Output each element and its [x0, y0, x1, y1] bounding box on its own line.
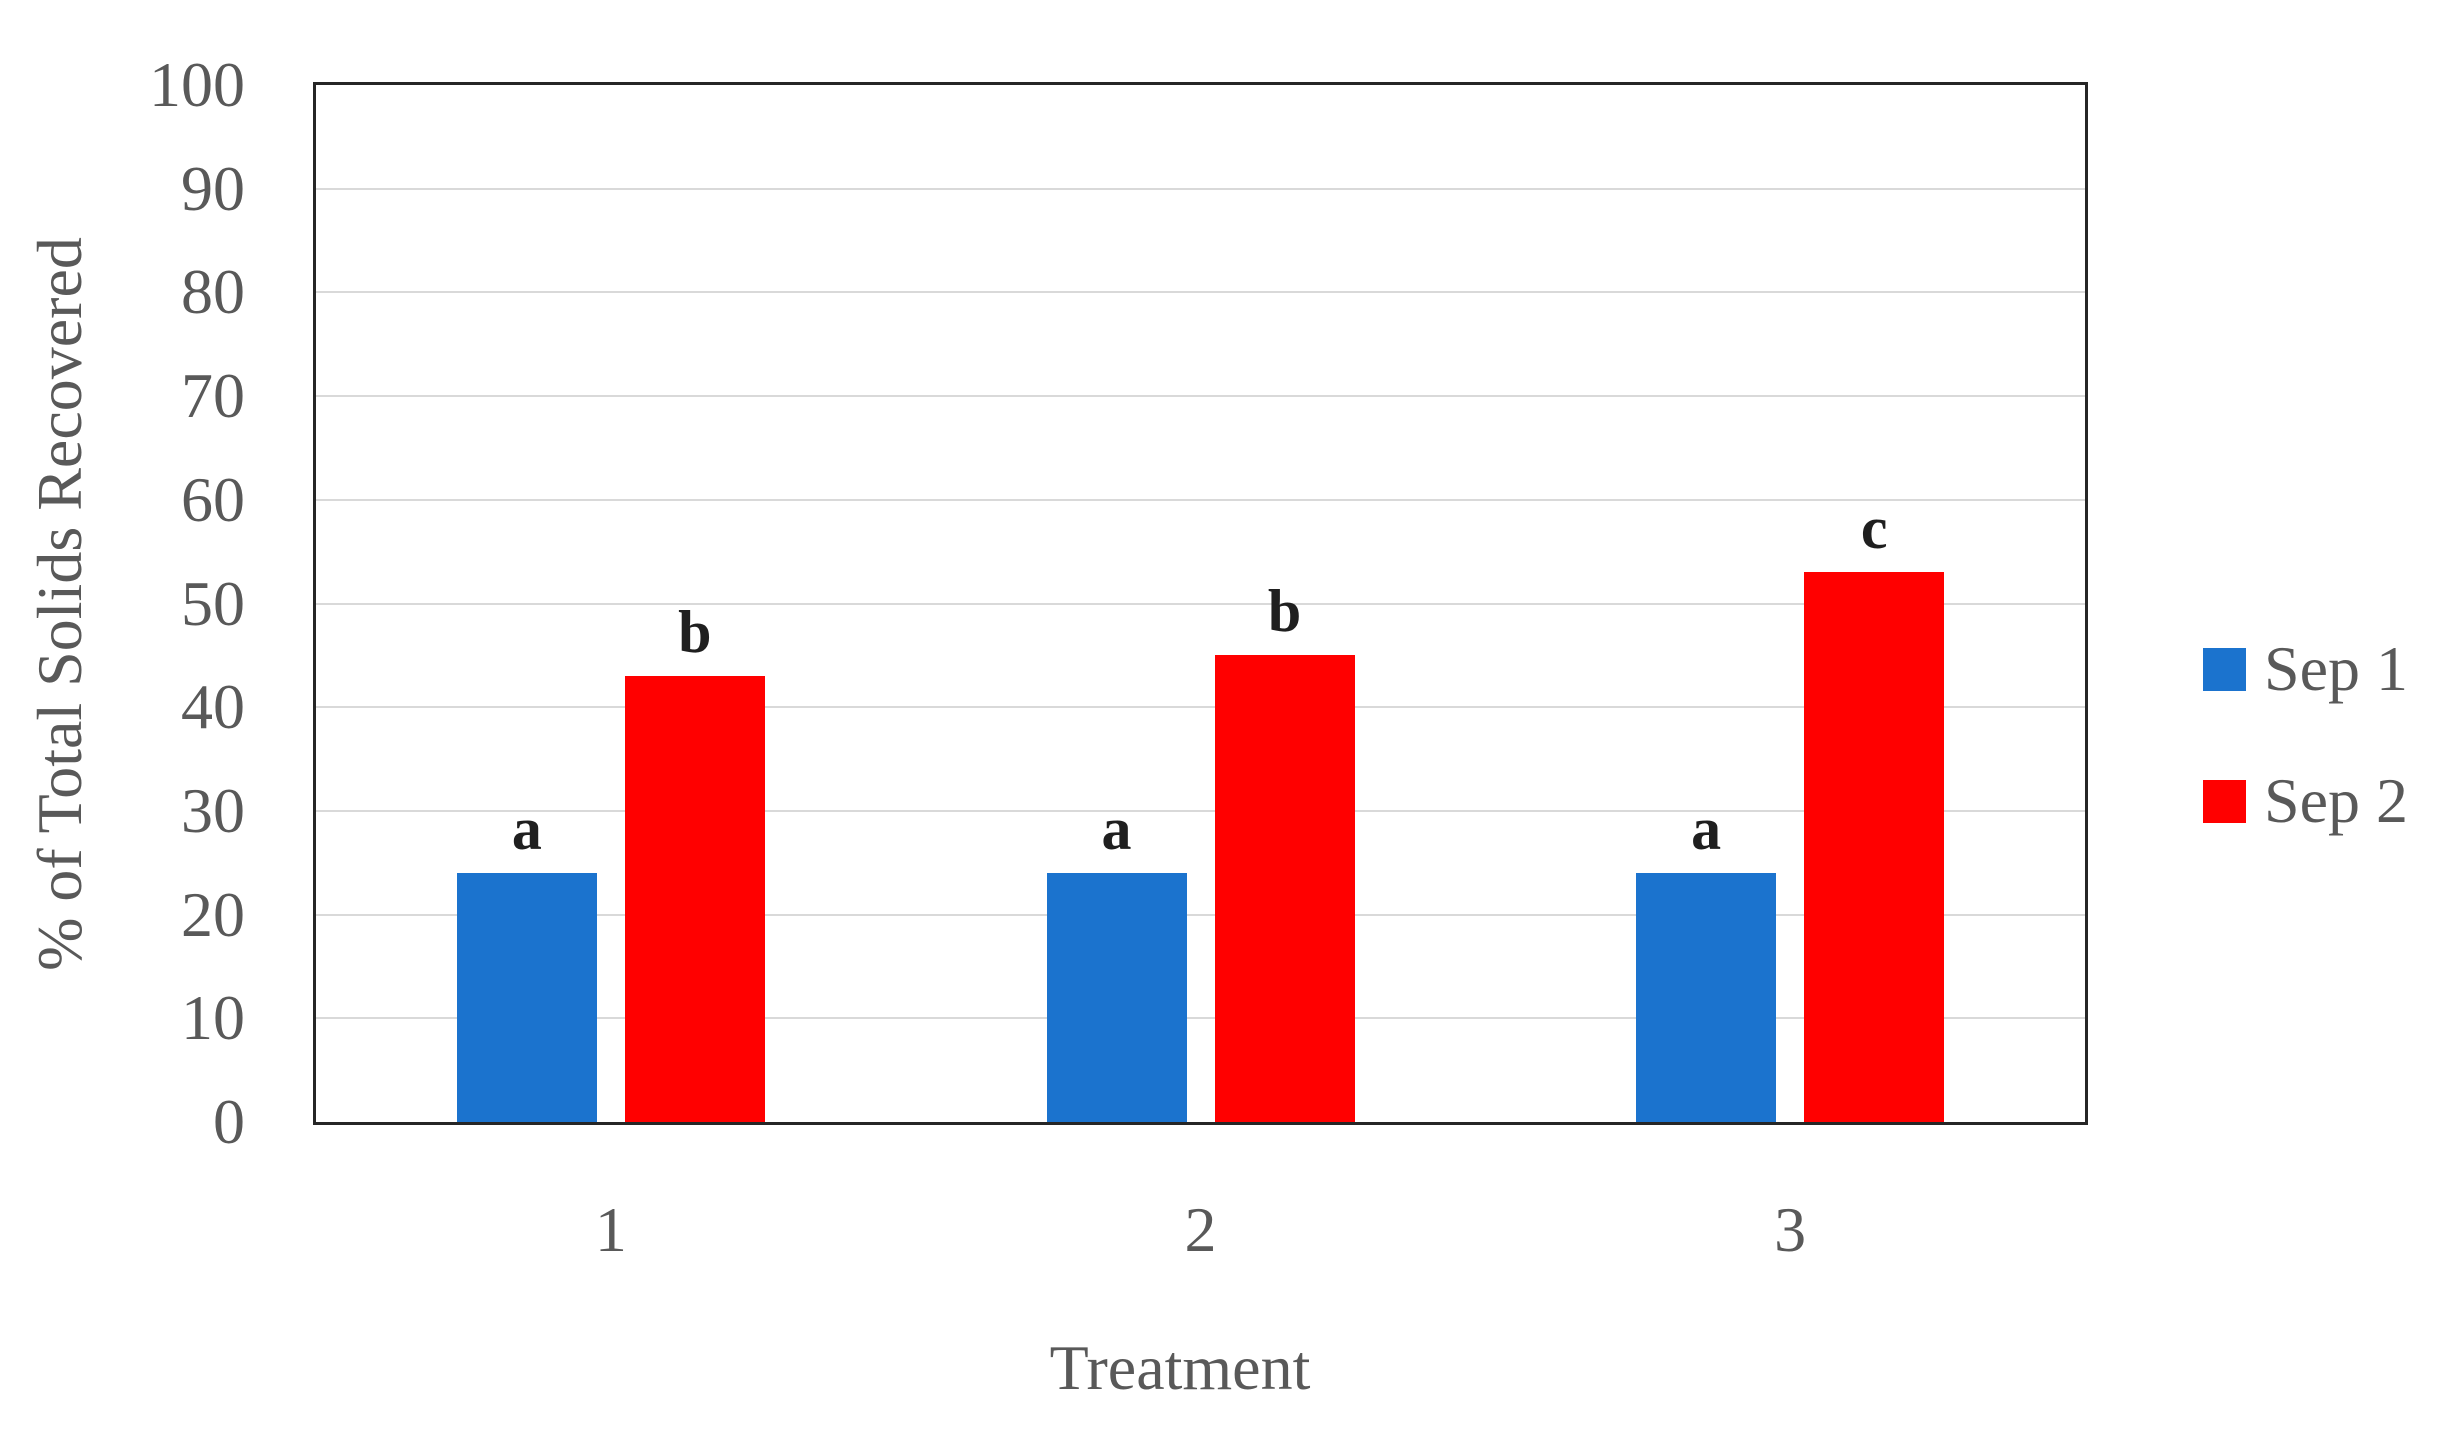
x-tick-label-3: 3: [1774, 1194, 1807, 1265]
y-tick-label-90: 90: [181, 152, 245, 224]
legend-label: Sep 2: [2264, 765, 2408, 836]
legend-swatch-icon: [2203, 647, 2246, 691]
legend-entry-sep-1: Sep 1: [2203, 633, 2408, 704]
bar-sep-1-treatment-2: [1046, 873, 1187, 1122]
y-tick-label-30: 30: [181, 774, 245, 846]
significance-letter-a-treatment-3: a: [1691, 796, 1722, 863]
y-tick-label-100: 100: [149, 49, 245, 120]
bar-sep-1-treatment-1: [456, 873, 597, 1122]
legend-label: Sep 1: [2264, 633, 2408, 704]
bar-sep-2-treatment-2: [1214, 655, 1355, 1122]
x-axis-title: Treatment: [1049, 1332, 1311, 1403]
gridline-20: [316, 913, 2085, 916]
y-tick-label-40: 40: [181, 671, 245, 743]
significance-letter-a-treatment-1: a: [511, 796, 542, 863]
significance-letter-a-treatment-2: a: [1101, 796, 1132, 863]
gridline-90: [316, 187, 2085, 190]
gridline-40: [316, 706, 2085, 709]
gridline-10: [316, 1017, 2085, 1020]
significance-letter-c-treatment-3: c: [1860, 495, 1888, 562]
x-tick-label-1: 1: [594, 1194, 627, 1265]
legend-entry-sep-2: Sep 2: [2203, 765, 2408, 836]
x-tick-label-2: 2: [1184, 1194, 1217, 1265]
gridline-50: [316, 602, 2085, 605]
y-tick-label-20: 20: [181, 878, 245, 950]
y-tick-label-50: 50: [181, 567, 245, 639]
y-tick-label-80: 80: [181, 256, 245, 328]
y-tick-label-70: 70: [181, 360, 245, 432]
legend-swatch-icon: [2203, 779, 2246, 823]
y-tick-label-10: 10: [181, 982, 245, 1054]
significance-letter-b-treatment-1: b: [678, 599, 712, 666]
bar-sep-2-treatment-1: [624, 676, 765, 1122]
gridline-60: [316, 498, 2085, 501]
significance-letter-b-treatment-2: b: [1267, 578, 1302, 645]
gridline-80: [316, 291, 2085, 294]
bar-sep-1-treatment-3: [1636, 873, 1777, 1122]
gridline-70: [316, 395, 2085, 398]
plot-area: a a a b b c: [313, 82, 2088, 1125]
y-tick-label-0: 0: [213, 1086, 245, 1157]
bar-sep-2-treatment-3: [1804, 572, 1945, 1122]
y-tick-label-60: 60: [181, 463, 245, 535]
gridline-30: [316, 809, 2085, 812]
